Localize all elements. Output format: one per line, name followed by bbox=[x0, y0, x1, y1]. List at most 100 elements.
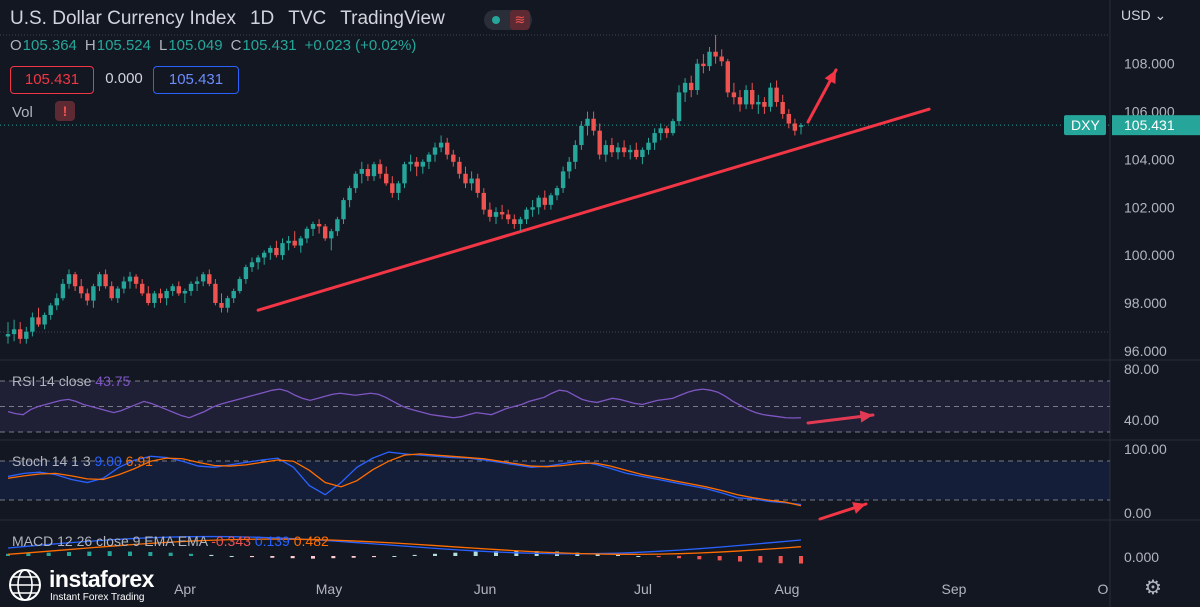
candle-body bbox=[579, 125, 584, 146]
candle-body bbox=[756, 101, 761, 105]
currency-selector[interactable]: USD ⌄ bbox=[1121, 7, 1166, 24]
candle-body bbox=[634, 149, 639, 158]
high-value: 105.524 bbox=[96, 37, 151, 54]
macd-hist-bar bbox=[270, 556, 275, 558]
macd-hist-bar bbox=[209, 554, 214, 556]
candle-body bbox=[689, 82, 694, 91]
close-label: C bbox=[230, 37, 242, 54]
volume-label[interactable]: Vol bbox=[12, 104, 33, 121]
candle-body bbox=[390, 183, 395, 193]
market-status-toggle[interactable]: ≋ bbox=[484, 10, 532, 30]
candle-body bbox=[658, 128, 663, 134]
macd-hist-bar bbox=[6, 553, 10, 556]
candle-body bbox=[438, 142, 444, 148]
macd-hist-bar bbox=[677, 556, 681, 559]
candle bbox=[597, 123, 602, 160]
candle bbox=[512, 214, 517, 229]
watermark-logo: instaforex Instant Forex Trading bbox=[5, 564, 183, 604]
candle-body bbox=[743, 90, 749, 105]
candle bbox=[377, 159, 383, 179]
macd-hist-bar bbox=[392, 556, 397, 557]
candle-body bbox=[255, 257, 261, 263]
candle bbox=[91, 283, 96, 308]
rsi-legend[interactable]: RSI 14 close 43.75 bbox=[12, 373, 130, 389]
candle-body bbox=[670, 121, 676, 134]
candle bbox=[201, 271, 206, 287]
candle bbox=[634, 142, 639, 160]
candle-body bbox=[188, 283, 194, 292]
macd-hist-bar bbox=[290, 556, 295, 559]
price-tick-label: 104.000 bbox=[1124, 151, 1175, 167]
currency-label: USD bbox=[1121, 7, 1151, 23]
macd-legend[interactable]: MACD 12 26 close 9 EMA EMA -0.343 0.139 … bbox=[12, 533, 329, 549]
candle-body bbox=[48, 305, 53, 315]
candle-body bbox=[341, 200, 346, 220]
candle-body bbox=[274, 247, 279, 256]
macd-signal-line bbox=[7, 538, 802, 555]
candle-body bbox=[5, 334, 11, 337]
candle-body bbox=[121, 281, 127, 289]
candle-body bbox=[615, 147, 621, 153]
rsi-up-arrow bbox=[806, 410, 875, 425]
candle bbox=[24, 326, 29, 344]
candle bbox=[109, 281, 114, 301]
candle bbox=[420, 159, 425, 174]
macd-hist-bar bbox=[67, 552, 71, 556]
candle-body bbox=[451, 154, 456, 162]
macd-hist-bar bbox=[778, 556, 783, 564]
low-label: L bbox=[158, 37, 168, 54]
candle-body bbox=[420, 161, 425, 167]
candle-body bbox=[664, 128, 669, 134]
candle bbox=[121, 276, 127, 294]
gear-icon[interactable]: ⚙ bbox=[1144, 577, 1162, 599]
stoch-band bbox=[0, 461, 1110, 500]
candle bbox=[750, 82, 755, 110]
candle-body bbox=[231, 291, 236, 299]
candle-body bbox=[512, 219, 517, 225]
candle bbox=[402, 161, 407, 189]
rsi-params: 14 close bbox=[39, 373, 92, 389]
candle bbox=[390, 176, 395, 198]
candle bbox=[365, 164, 371, 181]
macd-hist-bar bbox=[636, 556, 641, 557]
candle bbox=[164, 288, 169, 306]
candle-body bbox=[237, 279, 242, 292]
candle-body bbox=[164, 291, 169, 299]
candle bbox=[609, 137, 615, 158]
candle bbox=[481, 188, 486, 215]
candle-body bbox=[219, 302, 224, 308]
sell-price-box[interactable]: 105.431 bbox=[10, 66, 94, 94]
price-tick-label: 100.000 bbox=[1124, 247, 1175, 263]
macd-hist-bar bbox=[412, 554, 417, 556]
candle bbox=[72, 271, 78, 292]
macd-hist-bar bbox=[128, 551, 132, 556]
buy-price-box[interactable]: 105.431 bbox=[153, 66, 239, 94]
candle bbox=[621, 140, 627, 158]
candle bbox=[371, 161, 377, 181]
macd-hist-bar bbox=[107, 551, 112, 556]
candle bbox=[585, 111, 590, 136]
candle bbox=[731, 82, 737, 105]
candle bbox=[579, 121, 584, 150]
candle bbox=[36, 307, 41, 327]
candle bbox=[194, 276, 200, 292]
last-price-text: 105.431 bbox=[1124, 117, 1175, 133]
candle bbox=[237, 276, 242, 294]
candle bbox=[66, 269, 72, 289]
candle bbox=[646, 137, 651, 155]
stoch-legend[interactable]: Stoch 14 1 3 9.00 6.91 bbox=[12, 453, 153, 469]
candle bbox=[725, 58, 730, 98]
time-tick-label: Aug bbox=[775, 581, 800, 597]
candle-body bbox=[798, 125, 804, 127]
stoch-tick-label: 100.00 bbox=[1124, 441, 1167, 457]
candle bbox=[182, 288, 188, 303]
candle bbox=[475, 173, 480, 198]
candle bbox=[536, 195, 541, 215]
candle bbox=[524, 207, 529, 225]
candle-body bbox=[103, 274, 108, 287]
candle bbox=[554, 185, 560, 201]
interval-label[interactable]: 1D bbox=[249, 8, 275, 29]
candle-body bbox=[109, 286, 114, 299]
warning-icon[interactable]: ! bbox=[55, 101, 75, 121]
